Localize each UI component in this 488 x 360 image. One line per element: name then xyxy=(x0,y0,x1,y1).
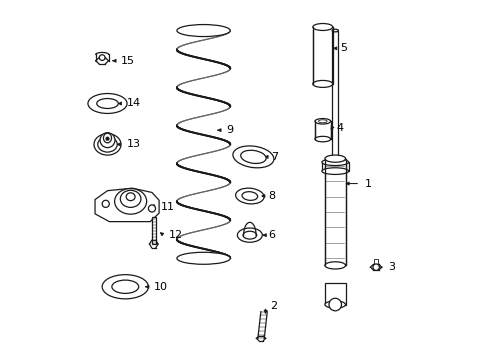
Ellipse shape xyxy=(237,228,262,242)
Text: 10: 10 xyxy=(154,282,168,292)
Text: 7: 7 xyxy=(271,152,278,162)
Ellipse shape xyxy=(318,120,326,123)
Bar xyxy=(314,121,330,139)
Ellipse shape xyxy=(114,189,146,214)
Bar xyxy=(311,27,333,31)
Ellipse shape xyxy=(94,134,121,155)
Text: 11: 11 xyxy=(161,202,175,212)
Ellipse shape xyxy=(126,193,135,201)
Circle shape xyxy=(328,298,341,311)
Ellipse shape xyxy=(177,252,230,264)
Bar xyxy=(321,162,348,171)
Circle shape xyxy=(102,200,109,207)
Ellipse shape xyxy=(321,168,348,175)
Ellipse shape xyxy=(98,137,117,152)
Ellipse shape xyxy=(331,29,338,32)
Text: 13: 13 xyxy=(126,139,140,149)
Ellipse shape xyxy=(102,275,148,299)
Bar xyxy=(152,217,155,244)
Bar xyxy=(331,31,338,162)
Text: 1: 1 xyxy=(364,179,371,189)
Text: 14: 14 xyxy=(126,99,140,108)
Ellipse shape xyxy=(177,24,230,37)
Ellipse shape xyxy=(242,192,257,201)
Text: 12: 12 xyxy=(168,230,182,240)
Circle shape xyxy=(99,55,105,60)
Ellipse shape xyxy=(243,231,256,239)
Ellipse shape xyxy=(240,150,265,163)
Text: 5: 5 xyxy=(339,43,346,53)
Circle shape xyxy=(372,264,379,270)
Ellipse shape xyxy=(324,262,345,269)
Ellipse shape xyxy=(232,146,273,168)
Circle shape xyxy=(106,137,109,140)
Ellipse shape xyxy=(312,80,332,87)
Text: 15: 15 xyxy=(121,56,135,66)
Ellipse shape xyxy=(324,155,345,162)
Ellipse shape xyxy=(314,118,330,124)
Ellipse shape xyxy=(235,188,264,204)
Text: 9: 9 xyxy=(225,125,233,135)
Text: 6: 6 xyxy=(268,230,275,240)
Ellipse shape xyxy=(120,190,141,207)
Polygon shape xyxy=(95,188,159,222)
Bar xyxy=(312,27,332,84)
Ellipse shape xyxy=(312,23,332,31)
Ellipse shape xyxy=(100,133,115,148)
Text: 4: 4 xyxy=(336,123,343,134)
Ellipse shape xyxy=(88,94,127,113)
Ellipse shape xyxy=(97,99,118,108)
Bar xyxy=(373,259,378,265)
Ellipse shape xyxy=(103,133,111,143)
Text: 2: 2 xyxy=(270,301,277,311)
Bar xyxy=(324,159,346,162)
Bar xyxy=(324,159,345,265)
Ellipse shape xyxy=(324,301,345,308)
Text: 3: 3 xyxy=(387,262,394,272)
Ellipse shape xyxy=(331,161,338,163)
Ellipse shape xyxy=(112,280,139,293)
Circle shape xyxy=(148,205,155,212)
Ellipse shape xyxy=(321,159,348,166)
Bar xyxy=(314,121,331,124)
Bar xyxy=(324,283,345,305)
Text: 8: 8 xyxy=(267,191,275,201)
Ellipse shape xyxy=(314,136,330,142)
